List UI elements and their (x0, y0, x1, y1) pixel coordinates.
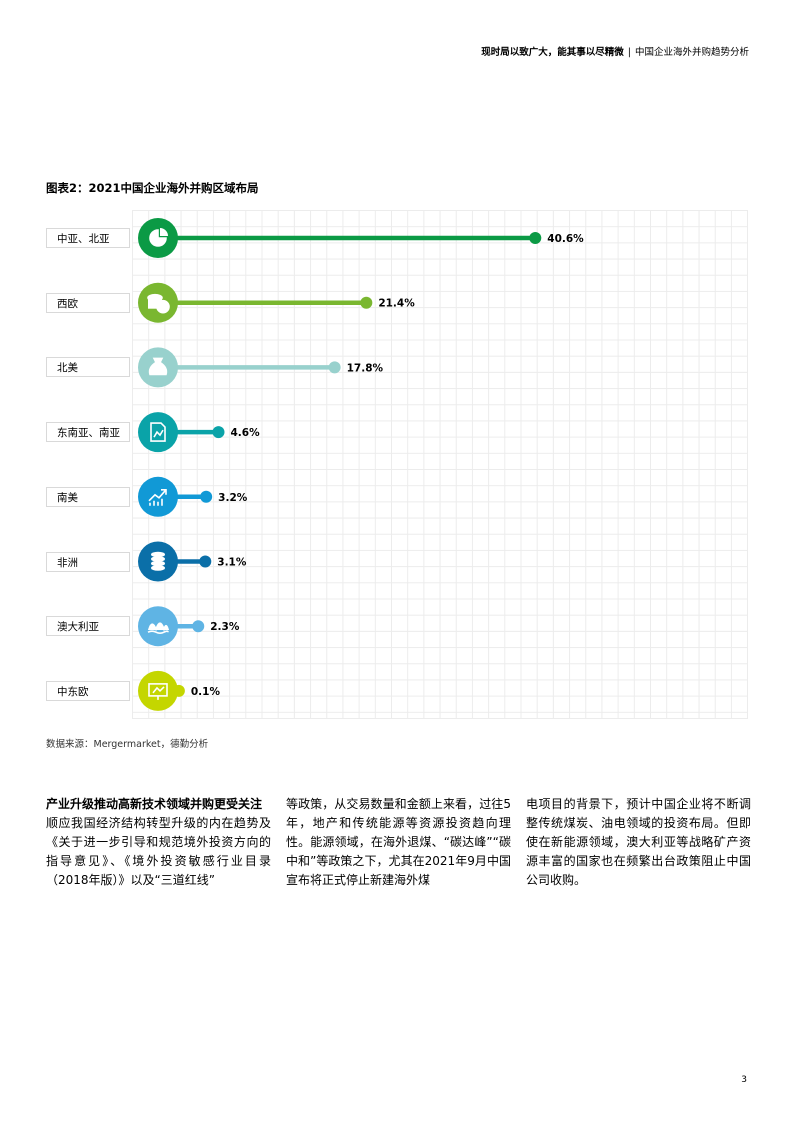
body-column-1: 产业升级推动高新技术领域并购更受关注 顺应我国经济结构转型升级的内在趋势及《关于… (46, 795, 271, 890)
growth-chart-icon (148, 489, 167, 506)
header-bold-text: 现时局以致广大，能其事以尽精微 (481, 47, 624, 58)
running-header: 现时局以致广大，能其事以尽精微 | 中国企业海外并购趋势分析 (481, 44, 749, 58)
document-chart-icon (150, 422, 166, 442)
body-text-3: 电项目的背景下，预计中国企业将不断调整传统煤炭、油电领域的投资布局。但即使在新能… (526, 797, 751, 887)
bar-end-dot (360, 296, 373, 309)
category-label: 南美 (46, 486, 130, 507)
category-label: 中亚、北亚 (46, 228, 130, 248)
money-bag-icon (148, 357, 168, 376)
bar-end-dot (192, 620, 205, 633)
category-icon-circle (138, 670, 178, 711)
value-label: 4.6% (230, 427, 260, 439)
value-label: 3.1% (217, 557, 247, 569)
coin-stack-icon (151, 551, 165, 571)
data-source: 数据来源：Mergermarket，德勤分析 (46, 739, 209, 750)
body-column-3: 电项目的背景下，预计中国企业将不断调整传统煤炭、油电领域的投资布局。但即使在新能… (526, 795, 751, 890)
value-label: 21.4% (378, 298, 415, 310)
section-subheading: 产业升级推动高新技术领域并购更受关注 (46, 797, 263, 811)
bar-end-dot (328, 361, 341, 374)
presentation-board-icon (148, 683, 168, 700)
chart-title: 图表2：2021中国企业海外并购区域布局 (46, 181, 259, 195)
value-label: 3.2% (218, 492, 248, 504)
category-label: 西欧 (46, 292, 130, 313)
body-text-2: 等政策，从交易数量和金额上来看，过往5年，地产和传统能源等资源投资趋向理性。能源… (286, 797, 511, 887)
bar-end-dot (212, 426, 225, 439)
value-label: 2.3% (210, 621, 240, 633)
category-label: 中东欧 (46, 680, 130, 701)
body-column-2: 等政策，从交易数量和金额上来看，过往5年，地产和传统能源等资源投资趋向理性。能源… (286, 795, 511, 890)
category-label: 北美 (46, 357, 130, 378)
pie-chart-icon (149, 228, 168, 247)
value-label: 0.1% (191, 686, 221, 698)
page-number: 3 (741, 1075, 747, 1085)
chart-grid (132, 210, 748, 719)
body-text-1: 顺应我国经济结构转型升级的内在趋势及《关于进一步引导和规范境外投资方向的指导意见… (46, 816, 271, 887)
category-label: 非洲 (46, 551, 130, 572)
header-separator: | (627, 47, 631, 58)
bar-end-dot (200, 490, 213, 503)
coins-icon (147, 293, 170, 314)
bar-end-dot (529, 232, 542, 244)
bar-end-dot (199, 555, 212, 568)
opera-house-icon (147, 622, 170, 634)
header-text: 中国企业海外并购趋势分析 (634, 47, 749, 58)
category-label: 东南亚、南亚 (46, 422, 130, 443)
category-label: 澳大利亚 (46, 616, 130, 637)
value-label: 40.6% (547, 233, 584, 245)
value-label: 17.8% (347, 362, 384, 374)
